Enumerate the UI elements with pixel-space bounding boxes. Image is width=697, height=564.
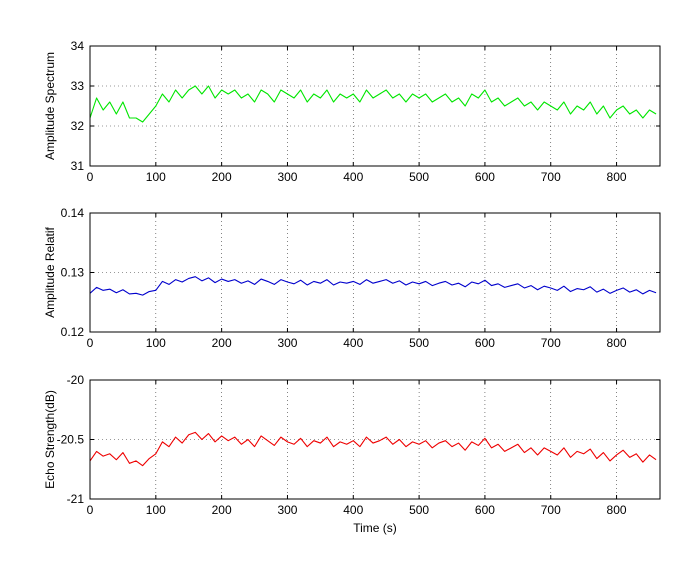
x-tick-label: 700 xyxy=(541,170,561,184)
x-tick-label: 0 xyxy=(87,336,94,350)
x-tick-label: 100 xyxy=(146,336,166,350)
x-tick-label: 600 xyxy=(475,170,495,184)
y-axis-label: Amplitude Spectrum xyxy=(43,52,57,160)
y-tick-label: 0.14 xyxy=(61,206,85,220)
subplot-1: 0 100 200 300 400 500 600 700 800 31 32 33 34 Amplitu… xyxy=(43,39,661,184)
series-line xyxy=(89,431,657,467)
y-tick-label: -21 xyxy=(67,492,85,506)
y-tick-label: 0.13 xyxy=(61,266,85,280)
x-axis-label: Time (s) xyxy=(353,521,397,535)
y-tick-label: -20.5 xyxy=(57,433,85,447)
x-tick-label: 400 xyxy=(343,170,363,184)
x-tick-label: 800 xyxy=(607,170,627,184)
y-tick-label: -20 xyxy=(67,373,85,387)
x-tick-label: 0 xyxy=(87,503,94,517)
y-tick-label: 0.12 xyxy=(61,325,85,339)
x-tick-label: 0 xyxy=(87,170,94,184)
y-tick-label: 32 xyxy=(71,119,85,133)
x-tick-label: 200 xyxy=(212,503,232,517)
subplot-3: 0 100 200 300 400 500 600 700 800 -21 -20.5 -20 Echo… xyxy=(43,373,661,535)
x-tick-label: 600 xyxy=(475,503,495,517)
x-tick-label: 700 xyxy=(541,336,561,350)
x-tick-label: 700 xyxy=(541,503,561,517)
x-tick-label: 500 xyxy=(409,170,429,184)
x-tick-label: 200 xyxy=(212,336,232,350)
x-tick-label: 800 xyxy=(607,503,627,517)
x-tick-label: 300 xyxy=(277,336,297,350)
x-tick-label: 300 xyxy=(277,503,297,517)
x-tick-label: 100 xyxy=(146,170,166,184)
x-tick-label: 500 xyxy=(409,503,429,517)
y-axis-label: Echo Strength(dB) xyxy=(43,390,57,489)
x-tick-label: 100 xyxy=(146,503,166,517)
x-tick-label: 400 xyxy=(343,503,363,517)
series-line xyxy=(89,276,657,296)
subplot-2: 0 100 200 300 400 500 600 700 800 0.12 0.13 0.14 Amp… xyxy=(43,206,661,350)
y-tick-label: 31 xyxy=(71,159,85,173)
axes-box xyxy=(89,45,661,167)
y-axis-label: Amplitude Relatif xyxy=(43,226,57,317)
x-tick-label: 800 xyxy=(607,336,627,350)
x-tick-label: 300 xyxy=(277,170,297,184)
y-tick-label: 34 xyxy=(71,39,85,53)
series-line xyxy=(89,85,657,123)
x-tick-label: 200 xyxy=(212,170,232,184)
y-tick-label: 33 xyxy=(71,79,85,93)
x-tick-label: 500 xyxy=(409,336,429,350)
subplot-panels: 0 100 200 300 400 500 600 700 800 31 32 33 34 Amplitu… xyxy=(43,39,661,535)
x-tick-label: 600 xyxy=(475,336,495,350)
x-tick-label: 400 xyxy=(343,336,363,350)
